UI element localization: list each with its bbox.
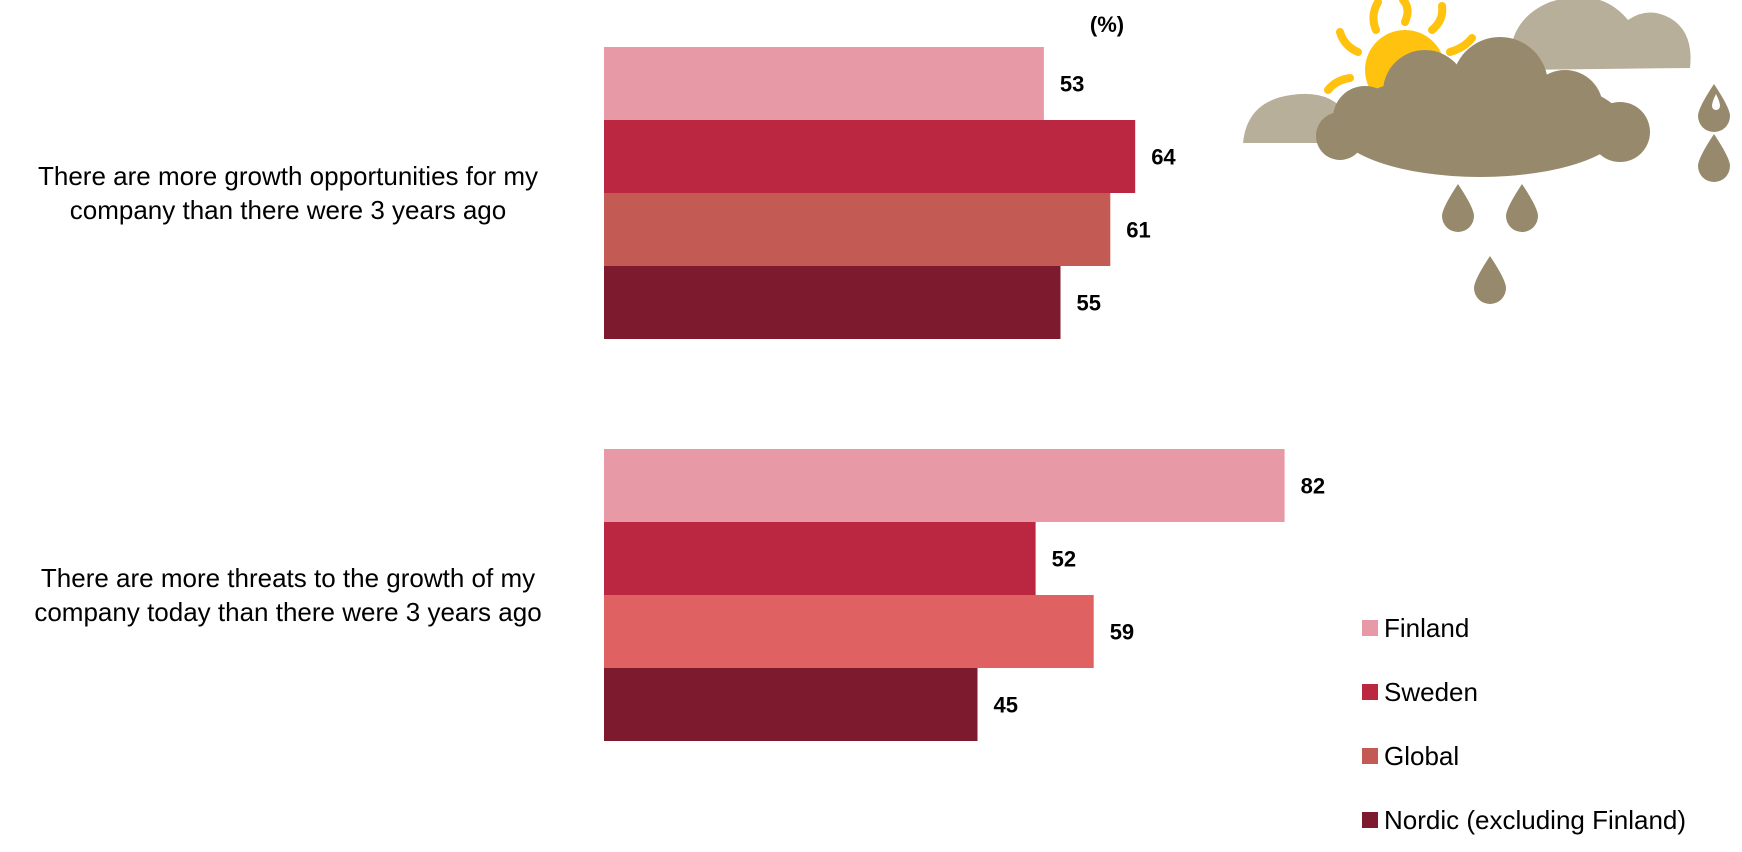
category-label: There are more growth opportunities for … xyxy=(38,161,538,191)
legend-label: Sweden xyxy=(1384,676,1478,707)
legend-label: Nordic (excluding Finland) xyxy=(1384,804,1687,835)
data-label: 53 xyxy=(1060,72,1084,97)
category-label: company today than there were 3 years ag… xyxy=(34,597,541,627)
bar-finland xyxy=(604,47,1044,120)
legend-item: Sweden xyxy=(1362,660,1686,724)
legend-item: Global xyxy=(1362,724,1686,788)
sun-cloud-rain-icon xyxy=(1243,0,1730,304)
bar-sweden xyxy=(604,120,1136,193)
bars-group: 53 64 61 55 82 52 59 45 xyxy=(604,47,1325,741)
bar-global xyxy=(604,193,1111,266)
category-label: There are more threats to the growth of … xyxy=(41,563,535,593)
data-label: 45 xyxy=(994,693,1018,718)
data-label: 82 xyxy=(1301,474,1325,499)
legend-item: Nordic (excluding Finland) xyxy=(1362,788,1686,852)
bar-chart: (%) 53 64 61 55 82 52 59 45 There are more grow… xyxy=(34,12,1325,741)
legend-label: Global xyxy=(1384,740,1460,771)
legend-swatch xyxy=(1362,748,1378,764)
legend-label: Finland xyxy=(1384,612,1470,643)
data-label: 64 xyxy=(1151,145,1176,170)
data-label: 52 xyxy=(1052,547,1076,572)
category-labels: There are more growth opportunities for … xyxy=(34,161,541,627)
dark-cloud-icon xyxy=(1316,37,1650,177)
legend-swatch xyxy=(1362,812,1378,828)
legend-swatch xyxy=(1362,684,1378,700)
data-label: 61 xyxy=(1126,218,1150,243)
data-label: 59 xyxy=(1110,620,1134,645)
legend: Finland Sweden Global Nordic (excluding … xyxy=(1362,596,1686,852)
bar-nordic xyxy=(604,668,978,741)
bar-global xyxy=(604,595,1094,668)
unit-label: (%) xyxy=(1090,12,1124,37)
legend-swatch xyxy=(1362,620,1378,636)
bar-nordic xyxy=(604,266,1061,339)
bar-finland xyxy=(604,449,1285,522)
legend-item: Finland xyxy=(1362,596,1686,660)
category-label: company than there were 3 years ago xyxy=(70,195,506,225)
bar-sweden xyxy=(604,522,1036,595)
data-label: 55 xyxy=(1077,291,1101,316)
raindrops-icon xyxy=(1442,84,1730,304)
